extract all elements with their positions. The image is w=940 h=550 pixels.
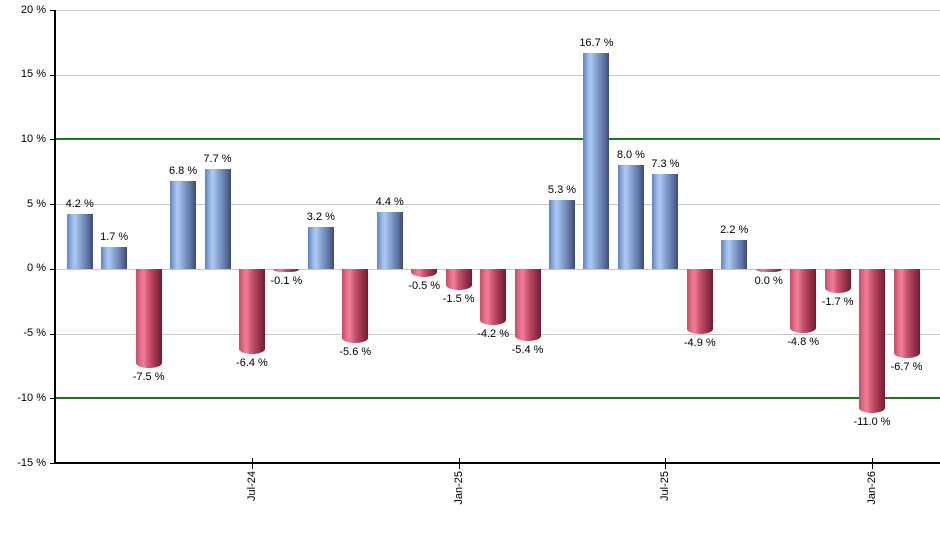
y-axis-tick-label: 10 % [20, 132, 46, 145]
bar-Jun-25 [617, 165, 644, 269]
bar-value-label-Jul-25: 7.3 % [651, 158, 680, 171]
y-axis-tick [50, 10, 54, 11]
bar-Dec-24 [411, 268, 438, 278]
y-axis-tick [50, 139, 54, 141]
y-axis-tick [50, 268, 54, 270]
bar-Jul-24 [238, 268, 265, 354]
bar-value-label-Jun-24: 7.7 % [203, 153, 232, 166]
y-axis-tick [50, 74, 54, 76]
y-axis-tick-label: -15 % [17, 456, 46, 469]
y-axis-tick-label: 20 % [20, 3, 46, 16]
bar-value-label-Dec-24: -0.5 % [408, 280, 441, 293]
bar-May-24 [170, 180, 197, 269]
bar-Feb-26 [893, 268, 920, 358]
bar-Nov-24 [376, 211, 403, 269]
y-axis-line [54, 10, 56, 464]
x-axis-tick-label-Jul-24: Jul-24 [245, 471, 258, 501]
bar-value-label-Jan-26: -11.0 % [853, 416, 891, 429]
bar-value-label-Nov-24: 4.4 % [375, 195, 404, 208]
bar-value-label-Feb-25: -4.2 % [477, 328, 509, 341]
bar-value-label-Mar-25: -5.4 % [511, 343, 544, 356]
reference-line-10pct [56, 138, 940, 141]
y-axis-tick [50, 333, 54, 335]
y-axis-tick [50, 463, 54, 464]
bar-value-label-May-24: 6.8 % [168, 164, 198, 177]
bar-Jul-25 [652, 174, 679, 269]
bar-value-label-Aug-24: -0.1 % [270, 275, 303, 288]
bar-Feb-24 [66, 214, 93, 269]
bar-Mar-24 [101, 246, 128, 269]
bar-Jun-24 [204, 169, 231, 269]
x-axis-tick-label-Jul-25: Jul-25 [659, 471, 672, 501]
bar-Sep-24 [307, 227, 334, 269]
gridline-5pct [56, 204, 940, 206]
bar-value-label-Oct-24: -5.6 % [339, 346, 372, 359]
bar-Aug-25 [686, 268, 713, 335]
bar-Sep-25 [721, 240, 748, 269]
bar-Jan-26 [859, 268, 886, 414]
bar-Oct-24 [342, 268, 369, 344]
bar-Jan-25 [445, 268, 472, 291]
bar-value-label-Jan-25: -1.5 % [442, 293, 475, 306]
bar-value-label-Apr-25: 5.3 % [547, 184, 577, 197]
bar-Apr-25 [549, 200, 575, 269]
bar-value-label-Feb-24: 4.2 % [65, 198, 94, 211]
bar-value-label-Sep-25: 2.2 % [720, 224, 749, 237]
x-axis-tick-label-Jan-26: Jan-26 [866, 471, 879, 505]
bar-value-label-Aug-25: -4.9 % [683, 337, 716, 350]
bar-value-label-Dec-25: -1.7 % [821, 295, 854, 308]
y-axis-tick-label: -5 % [23, 327, 46, 340]
bar-value-label-Mar-24: 1.7 % [100, 230, 129, 243]
bar-Dec-25 [824, 268, 851, 293]
bar-Aug-24 [273, 268, 300, 273]
reference-line--10pct [56, 397, 940, 400]
bar-value-label-Jun-25: 8.0 % [616, 149, 645, 162]
bar-May-25 [583, 52, 610, 269]
x-axis-tick-Jan-25 [458, 458, 460, 469]
bar-Feb-25 [480, 268, 507, 326]
bar-Oct-25 [755, 268, 782, 272]
y-axis-tick [50, 204, 54, 206]
y-axis-tick-label: -10 % [17, 391, 46, 404]
gridline--5pct [56, 333, 940, 335]
y-axis-tick [50, 398, 54, 400]
bar-Nov-25 [790, 268, 817, 333]
x-axis-tick-Jan-26 [872, 458, 874, 469]
x-axis-tick-label-Jan-25: Jan-25 [452, 471, 465, 505]
bar-Apr-24 [135, 268, 162, 368]
bar-value-label-Oct-25: 0.0 % [754, 274, 783, 287]
y-axis-tick-label: 15 % [20, 68, 46, 81]
bar-value-label-Feb-26: -6.7 % [890, 360, 923, 373]
x-axis-tick-Jul-24 [251, 458, 253, 469]
x-axis-tick-Jul-25 [665, 458, 667, 469]
bar-value-label-Sep-24: 3.2 % [306, 211, 335, 224]
x-axis-line [54, 462, 940, 464]
bar-Mar-25 [514, 268, 541, 341]
bar-value-label-May-25: 16.7 % [579, 36, 614, 49]
bar-value-label-Nov-25: -4.8 % [787, 335, 820, 348]
gridline-20pct [56, 10, 940, 11]
bar-value-label-Jul-24: -6.4 % [236, 356, 268, 369]
y-axis-tick-label: 0 % [27, 262, 46, 275]
y-axis-tick-label: 5 % [27, 197, 46, 210]
gridline-15pct [56, 74, 940, 76]
bar-value-label-Apr-24: -7.5 % [132, 370, 165, 383]
